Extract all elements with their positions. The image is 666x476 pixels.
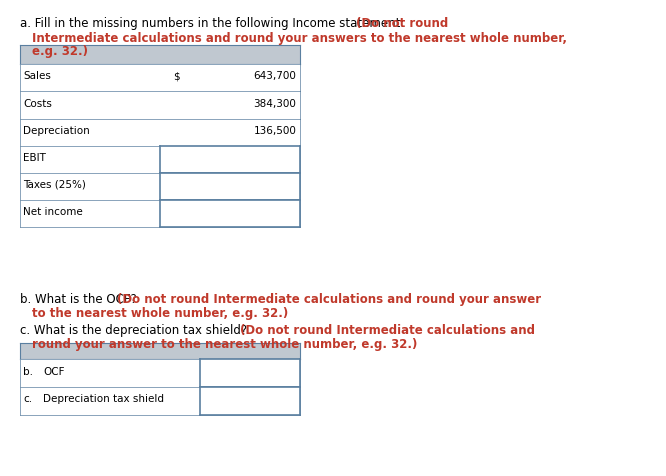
- Text: (Do not round Intermediate calculations and round your answer: (Do not round Intermediate calculations …: [117, 293, 541, 306]
- Text: b. What is the OCF?: b. What is the OCF?: [20, 293, 141, 306]
- Text: 136,500: 136,500: [254, 126, 296, 136]
- Text: round your answer to the nearest whole number, e.g. 32.): round your answer to the nearest whole n…: [32, 338, 418, 351]
- Text: Net income: Net income: [23, 207, 83, 217]
- Text: Taxes (25%): Taxes (25%): [23, 180, 86, 190]
- Text: OCF: OCF: [43, 367, 65, 377]
- Text: c.: c.: [23, 395, 33, 405]
- Text: Sales: Sales: [23, 71, 51, 81]
- Text: (Do not round: (Do not round: [356, 17, 449, 30]
- Text: to the nearest whole number, e.g. 32.): to the nearest whole number, e.g. 32.): [32, 307, 288, 320]
- Text: a. Fill in the missing numbers in the following Income statement:: a. Fill in the missing numbers in the fo…: [20, 17, 408, 30]
- Text: c. What is the depreciation tax shield?: c. What is the depreciation tax shield?: [20, 324, 251, 337]
- Text: Depreciation: Depreciation: [23, 126, 90, 136]
- Text: 643,700: 643,700: [254, 71, 296, 81]
- Text: EBIT: EBIT: [23, 153, 46, 163]
- Text: Intermediate calculations and round your answers to the nearest whole number,: Intermediate calculations and round your…: [32, 32, 567, 45]
- Text: b.: b.: [23, 367, 33, 377]
- Text: (Do not round Intermediate calculations and: (Do not round Intermediate calculations …: [240, 324, 535, 337]
- Text: Costs: Costs: [23, 99, 52, 109]
- Text: $: $: [173, 71, 180, 81]
- Text: 384,300: 384,300: [254, 99, 296, 109]
- Text: e.g. 32.): e.g. 32.): [32, 45, 88, 58]
- Text: Depreciation tax shield: Depreciation tax shield: [43, 395, 165, 405]
